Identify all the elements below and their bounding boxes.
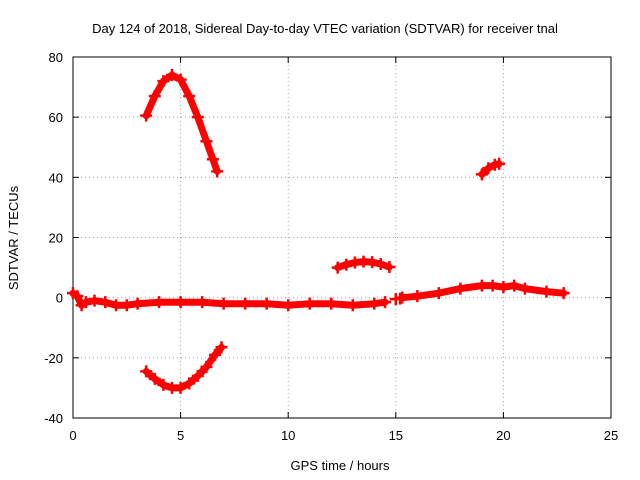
data-point bbox=[200, 135, 213, 148]
x-tick-label: 5 bbox=[177, 428, 184, 443]
y-tick-label: 0 bbox=[56, 291, 63, 306]
data-point bbox=[383, 260, 396, 273]
data-point bbox=[486, 279, 499, 292]
data-point bbox=[493, 157, 506, 170]
data-point bbox=[140, 365, 153, 378]
data-point bbox=[368, 297, 381, 310]
data-point bbox=[432, 287, 445, 300]
data-point bbox=[325, 297, 338, 310]
x-tick-label: 0 bbox=[69, 428, 76, 443]
data-point bbox=[217, 297, 230, 310]
data-point bbox=[260, 297, 273, 310]
tick-layer: 0 5 10 15 20 25 -40 -20 0 20 40 60 80 bbox=[44, 50, 618, 443]
data-point bbox=[196, 296, 209, 309]
data-point bbox=[239, 297, 252, 310]
data-point bbox=[540, 285, 553, 298]
series-layer bbox=[67, 69, 570, 394]
y-tick-label: 40 bbox=[49, 170, 63, 185]
x-tick-label: 25 bbox=[604, 428, 618, 443]
data-point bbox=[140, 109, 153, 122]
data-point bbox=[99, 296, 112, 309]
data-point bbox=[374, 257, 387, 270]
series-upper-arc bbox=[142, 71, 221, 175]
grid-layer bbox=[73, 57, 611, 418]
y-tick-label: -20 bbox=[44, 351, 63, 366]
x-tick-label: 20 bbox=[496, 428, 510, 443]
x-axis-label: GPS time / hours bbox=[291, 458, 390, 473]
data-point bbox=[174, 381, 187, 394]
data-point bbox=[518, 282, 531, 295]
data-point bbox=[346, 299, 359, 312]
data-point bbox=[191, 111, 204, 124]
series-lower-arc bbox=[142, 343, 225, 392]
data-point bbox=[379, 296, 392, 309]
data-point bbox=[482, 162, 495, 175]
y-tick-label: 80 bbox=[49, 50, 63, 65]
y-tick-label: 20 bbox=[49, 231, 63, 246]
data-point bbox=[183, 90, 196, 103]
data-point bbox=[454, 282, 467, 295]
data-point bbox=[148, 372, 161, 385]
data-point bbox=[303, 297, 316, 310]
data-point bbox=[508, 279, 521, 292]
data-point bbox=[153, 296, 166, 309]
data-point bbox=[366, 256, 379, 269]
data-point bbox=[120, 299, 133, 312]
data-point bbox=[211, 165, 224, 178]
data-point bbox=[340, 258, 353, 271]
data-point bbox=[148, 90, 161, 103]
x-tick-label: 15 bbox=[389, 428, 403, 443]
data-point bbox=[209, 348, 222, 361]
data-point bbox=[557, 287, 570, 300]
data-point bbox=[215, 341, 228, 354]
y-axis-label: SDTVAR / TECUs bbox=[6, 185, 21, 290]
data-point bbox=[191, 369, 204, 382]
chart-title: Day 124 of 2018, Sidereal Day-to-day VTE… bbox=[92, 21, 558, 36]
data-point bbox=[174, 73, 187, 86]
data-point bbox=[71, 290, 84, 303]
y-tick-label: 60 bbox=[49, 110, 63, 125]
y-tick-label: -40 bbox=[44, 411, 63, 426]
data-point bbox=[282, 299, 295, 312]
data-point bbox=[157, 75, 170, 88]
data-point bbox=[331, 261, 344, 274]
data-point bbox=[165, 69, 178, 82]
x-tick-label: 10 bbox=[281, 428, 295, 443]
data-point bbox=[79, 296, 92, 309]
data-point bbox=[157, 378, 170, 391]
data-point bbox=[475, 168, 488, 181]
data-point bbox=[174, 296, 187, 309]
data-point bbox=[206, 153, 219, 166]
data-point bbox=[110, 299, 123, 312]
data-point bbox=[411, 290, 424, 303]
data-point bbox=[183, 377, 196, 390]
data-point bbox=[475, 279, 488, 292]
data-point bbox=[394, 292, 407, 305]
data-point bbox=[88, 294, 101, 307]
data-point bbox=[200, 360, 213, 373]
data-point bbox=[497, 281, 510, 294]
data-point bbox=[131, 297, 144, 310]
